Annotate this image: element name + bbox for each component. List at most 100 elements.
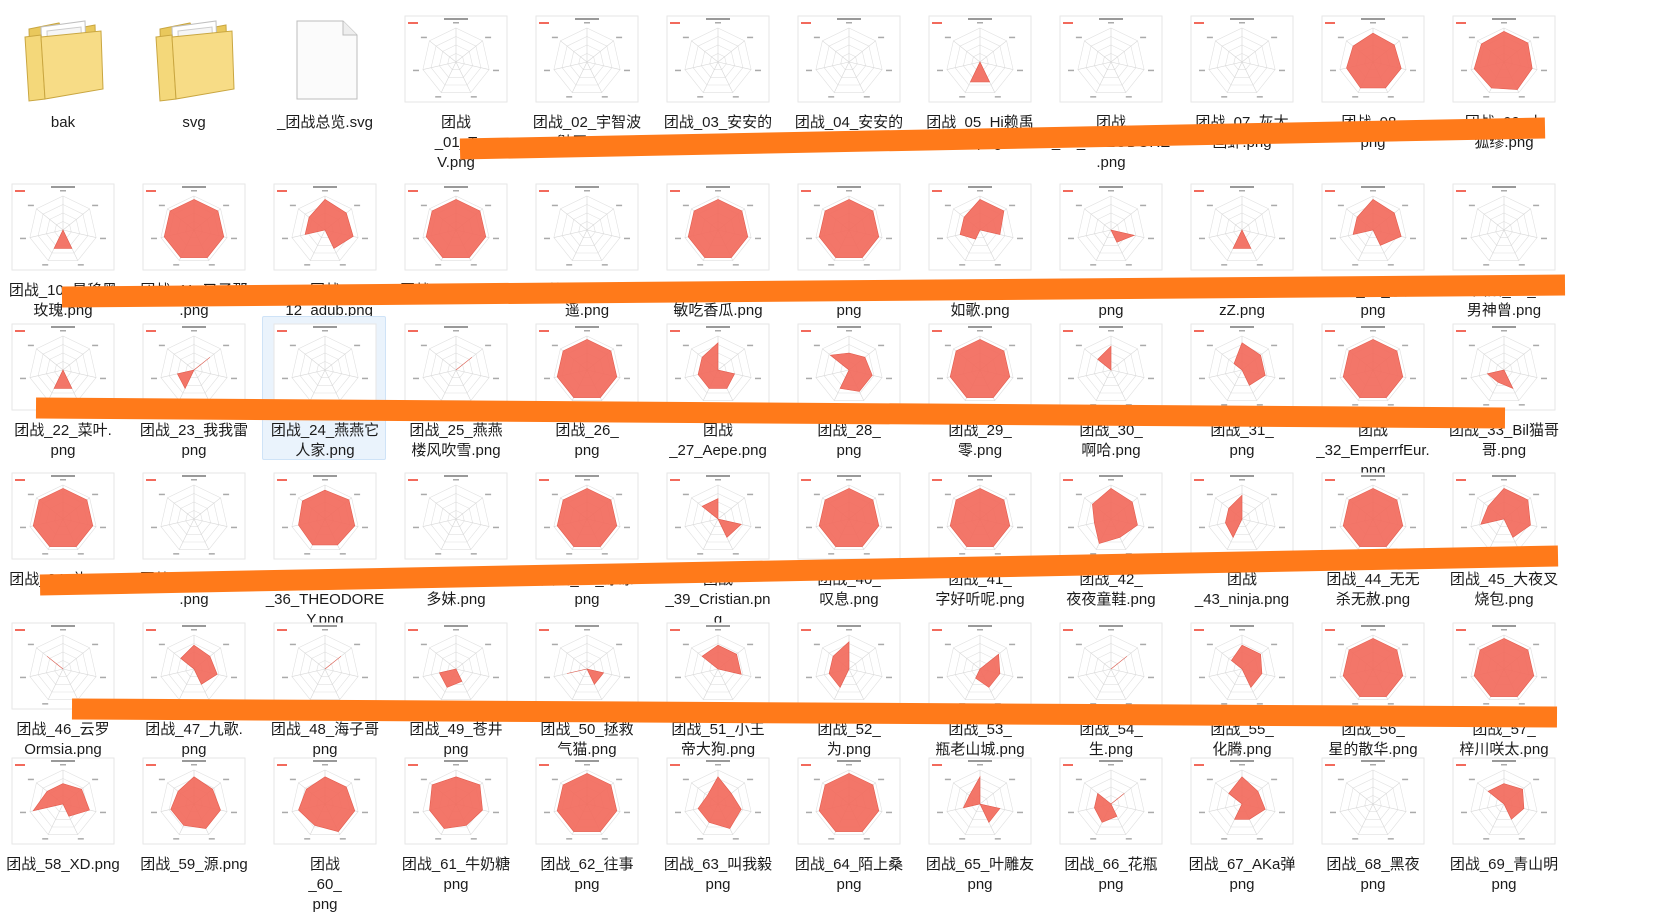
- file-item[interactable]: 团战_14_不良人 遥.png: [524, 176, 648, 320]
- file-item[interactable]: 团战_61_牛奶糖 png: [393, 750, 517, 900]
- file-item[interactable]: 团战_55_ 化腾.png: [1179, 615, 1303, 759]
- file-item[interactable]: 团战_59_源.png: [131, 750, 255, 900]
- file-item[interactable]: 团战_52_ 为.png: [786, 615, 910, 759]
- file-item[interactable]: 团战_10_星移黑 玫瑰.png: [0, 176, 124, 320]
- file-item[interactable]: 团战_64_陌上桑 png: [786, 750, 910, 900]
- file-name-label: 团战_33_Bil猫哥 哥.png: [1448, 422, 1560, 459]
- folder-item[interactable]: svg: [131, 8, 255, 152]
- radar-chart-thumbnail: [535, 15, 639, 103]
- file-name-label: 团战_65_叶雕友 png: [925, 856, 1035, 893]
- radar-chart-thumbnail: [535, 323, 639, 411]
- file-item[interactable]: 团战_69_青山明 png: [1441, 750, 1565, 900]
- file-item[interactable]: 团战_15_花粉过 敏吃香瓜.png: [655, 176, 779, 320]
- file-item[interactable]: 团战_38_凉凉 png: [524, 465, 648, 609]
- radar-chart-thumbnail: [797, 15, 901, 103]
- file-item[interactable]: 团战 _27_Aepe.png: [655, 316, 779, 460]
- file-item[interactable]: 团战_17_Lc微风 如歌.png: [917, 176, 1041, 320]
- radar-chart-thumbnail: [1190, 183, 1294, 271]
- radar-chart-thumbnail: [928, 622, 1032, 710]
- file-item[interactable]: 团战_11_叉子那 .png: [131, 176, 255, 320]
- file-item[interactable]: 团战_35_要吃糖 .png: [131, 465, 255, 609]
- file-name-label: 团战_02_宇智波 鼬王.png: [532, 114, 642, 151]
- file-item[interactable]: 团战_28_ png: [786, 316, 910, 460]
- file-item[interactable]: 团战_45_大夜叉 烧包.png: [1441, 465, 1565, 609]
- file-item[interactable]: 团战 _12_adub.png: [262, 176, 386, 320]
- radar-chart-thumbnail: [1190, 757, 1294, 845]
- file-item[interactable]: 团战 _36_THEODORE Y.png: [262, 465, 386, 628]
- file-item[interactable]: 团战_66_花瓶 png: [1048, 750, 1172, 900]
- file-name-label: 团战_44_无无 杀无赦.png: [1326, 571, 1420, 608]
- file-name-label: 团战_14_不良人 遥.png: [532, 282, 642, 319]
- radar-chart-thumbnail: [1059, 622, 1163, 710]
- file-item[interactable]: 团战_30_ 啊哈.png: [1048, 316, 1172, 460]
- file-name-label: 团战 _12_adub.png: [277, 282, 373, 319]
- file-item[interactable]: 团战_46_云罗 Ormsia.png: [0, 615, 124, 759]
- file-item[interactable]: 团战_44_无无 杀无赦.png: [1310, 465, 1434, 609]
- file-item[interactable]: 团战_65_叶雕友 png: [917, 750, 1041, 900]
- file-item[interactable]: 团战_13_TK.png: [393, 176, 517, 320]
- file-item[interactable]: 团战_26_ png: [524, 316, 648, 460]
- radar-chart-thumbnail: [11, 622, 115, 710]
- file-item[interactable]: 团战_31_ png: [1179, 316, 1303, 460]
- file-item[interactable]: 团战 _39_Cristian.pn g: [655, 465, 779, 628]
- file-item[interactable]: 团战_63_叫我毅 png: [655, 750, 779, 900]
- radar-chart-thumbnail: [1452, 183, 1556, 271]
- radar-chart-thumbnail: [666, 183, 770, 271]
- file-item[interactable]: 团战_22_菜叶. png: [0, 316, 124, 460]
- file-item[interactable]: 团战_50_拯救 气猫.png: [524, 615, 648, 759]
- file-item[interactable]: _团战总览.svg: [262, 8, 386, 152]
- file-item[interactable]: 团战_16_夜雨沐 png: [786, 176, 910, 320]
- file-name-label: 团战_41_ 字好听呢.png: [935, 571, 1025, 608]
- file-item[interactable]: 团战_51_小王 帝大狗.png: [655, 615, 779, 759]
- radar-chart-thumbnail: [928, 757, 1032, 845]
- file-item[interactable]: 团战_48_海子哥 png: [262, 615, 386, 759]
- radar-chart-thumbnail: [797, 622, 901, 710]
- file-item[interactable]: 团战_29_ 零.png: [917, 316, 1041, 460]
- file-item[interactable]: 团战_09_小 狐缪.png: [1441, 8, 1565, 152]
- file-item[interactable]: 团战_02_宇智波 鼬王.png: [524, 8, 648, 152]
- file-item[interactable]: 团战_53_ 瓶老山城.png: [917, 615, 1041, 759]
- file-item[interactable]: 团战_18_灯球子 png: [1048, 176, 1172, 320]
- radar-chart-thumbnail: [1452, 622, 1556, 710]
- file-item[interactable]: 团战_21_ 男神曾.png: [1441, 176, 1565, 320]
- file-item[interactable]: 团战_23_我我雷 png: [131, 316, 255, 460]
- file-item[interactable]: 团战_41_ 字好听呢.png: [917, 465, 1041, 609]
- file-item[interactable]: 团战_56_ 星的散华.png: [1310, 615, 1434, 759]
- radar-chart-thumbnail: [1321, 183, 1425, 271]
- file-item[interactable]: 团战_49_苍井 png: [393, 615, 517, 759]
- file-item[interactable]: 团战_05_Hi赖禹 三.png: [917, 8, 1041, 152]
- file-item[interactable]: 团战_54_ 生.png: [1048, 615, 1172, 759]
- file-item[interactable]: 团战_33_Bil猫哥 哥.png: [1441, 316, 1565, 460]
- file-item[interactable]: 团战_08_ png: [1310, 8, 1434, 152]
- file-item[interactable]: 团战_57_ 梓川咲太.png: [1441, 615, 1565, 759]
- file-item[interactable]: 团战_07_灰太 画虾.png: [1179, 8, 1303, 152]
- file-item[interactable]: 团战_19_比德莱 zZ.png: [1179, 176, 1303, 320]
- radar-chart-thumbnail: [1059, 183, 1163, 271]
- file-item[interactable]: 团战_62_往事 png: [524, 750, 648, 900]
- svg-file-icon: [273, 15, 377, 103]
- file-name-label: 团战_26_ png: [555, 422, 619, 459]
- file-item[interactable]: 团战_37_凉yo多 多妹.png: [393, 465, 517, 609]
- file-item[interactable]: 团战_47_九歌. png: [131, 615, 255, 759]
- file-item[interactable]: 团战_03_安安的 男神.png: [655, 8, 779, 152]
- file-item[interactable]: 团战_40_ 叹息.png: [786, 465, 910, 609]
- file-item[interactable]: 团战_58_XD.png: [0, 750, 124, 900]
- file-item[interactable]: 团战 _60_ png: [262, 750, 386, 913]
- file-item[interactable]: 团战 _01_T V.png: [393, 8, 517, 171]
- file-item[interactable]: 团战_04_安安的 男神曾.png: [786, 8, 910, 152]
- file-name-label: 团战_66_花瓶 png: [1064, 856, 1158, 893]
- file-item[interactable]: 团战_34_礼.png: [0, 465, 124, 609]
- radar-chart-thumbnail: [797, 323, 901, 411]
- file-item[interactable]: 团战 _06_THEODORE .png: [1048, 8, 1172, 171]
- file-item[interactable]: 团战_67_AKa弹 png: [1179, 750, 1303, 900]
- file-item[interactable]: 团战_25_燕燕 楼风吹雪.png: [393, 316, 517, 460]
- folder-item[interactable]: bak: [0, 8, 124, 152]
- file-item[interactable]: 团战 _43_ninja.png: [1179, 465, 1303, 609]
- file-name-label: 团战_58_XD.png: [6, 856, 120, 873]
- file-item[interactable]: 团战_42_ 夜夜童鞋.png: [1048, 465, 1172, 609]
- file-item[interactable]: 团战_68_黑夜 png: [1310, 750, 1434, 900]
- file-name-label: 团战_69_青山明 png: [1449, 856, 1559, 893]
- file-item[interactable]: 团战_24_燕燕它 人家.png: [262, 316, 386, 460]
- file-item[interactable]: 团战_20_小姬 png: [1310, 176, 1434, 320]
- file-item[interactable]: 团战 _32_EmperrfEur. png: [1310, 316, 1434, 479]
